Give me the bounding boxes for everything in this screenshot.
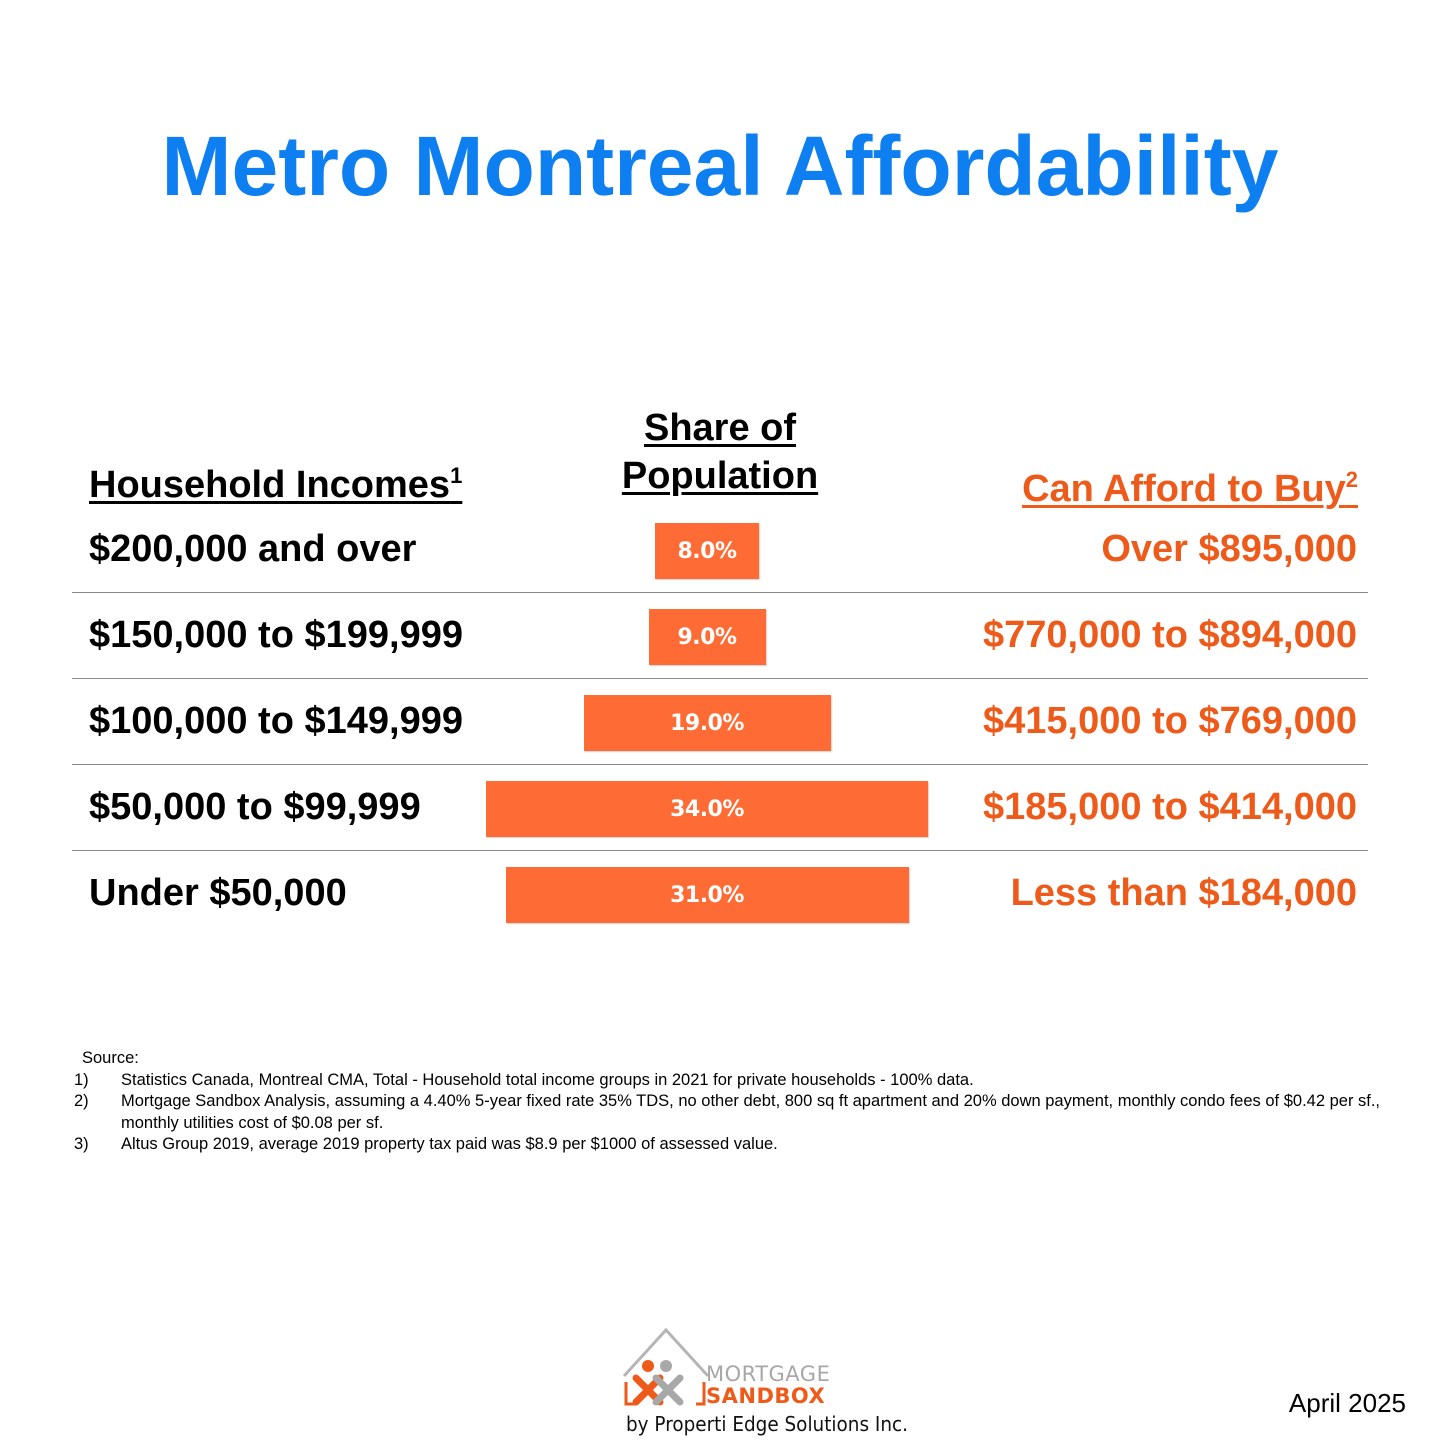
income-bracket-label: $100,000 to $149,999 <box>89 700 463 742</box>
affordable-price-range: $770,000 to $894,000 <box>983 614 1357 656</box>
income-bracket-label: $150,000 to $199,999 <box>89 614 463 656</box>
table-row: $150,000 to $199,999 9.0% $770,000 to $894… <box>72 593 1368 679</box>
logo-text-sandbox: SANDBOX <box>706 1384 826 1408</box>
table-row: $200,000 and over 8.0% Over $895,000 <box>72 507 1368 593</box>
affordability-table: $200,000 and over 8.0% Over $895,000 $150,0… <box>72 507 1368 936</box>
table-row: $50,000 to $99,999 34.0% $185,000 to $414,… <box>72 765 1368 851</box>
population-share-bar: 34.0% <box>486 781 928 837</box>
population-share-bar: 9.0% <box>648 609 766 665</box>
table-row: $100,000 to $149,999 19.0% $415,000 to $76… <box>72 679 1368 765</box>
affordable-price-range: Over $895,000 <box>1101 528 1357 570</box>
header-share-of-population: Share of Population <box>621 407 819 497</box>
population-share-bar: 31.0% <box>505 867 909 923</box>
footnote-ref-1: 1 <box>450 463 463 488</box>
publication-date: April 2025 <box>1288 1388 1406 1418</box>
population-share-bar: 19.0% <box>583 695 831 751</box>
bar-value-label: 34.0% <box>670 796 744 822</box>
bar-value-label: 8.0% <box>677 538 737 564</box>
logo-byline: by Properti Edge Solutions Inc. <box>626 1412 908 1436</box>
page-title: Metro Montreal Affordability <box>161 119 1279 213</box>
income-bracket-label: $200,000 and over <box>89 528 417 570</box>
table-row: Under $50,000 31.0% Less than $184,000 <box>72 851 1368 936</box>
header-household-incomes: Household Incomes1 <box>89 463 463 506</box>
source-note: 3) Altus Group 2019, average 2019 propert… <box>74 1135 778 1153</box>
affordable-price-range: Less than $184,000 <box>1010 872 1357 914</box>
bar-value-label: 31.0% <box>670 882 744 908</box>
affordable-price-range: $185,000 to $414,000 <box>983 786 1357 828</box>
house-people-icon <box>622 1327 710 1406</box>
source-note: 2) Mortgage Sandbox Analysis, assuming a … <box>74 1092 1381 1132</box>
source-notes: Source: 1) Statistics Canada, Montreal CM… <box>74 1048 1404 1156</box>
source-title: Source: <box>82 1049 139 1067</box>
income-bracket-label: Under $50,000 <box>89 872 347 914</box>
footnote-ref-2: 2 <box>1345 467 1358 492</box>
logo-text-mortgage: MORTGAGE <box>706 1362 831 1386</box>
source-note: 1) Statistics Canada, Montreal CMA, Total… <box>74 1070 974 1089</box>
population-share-bar: 8.0% <box>655 523 759 579</box>
income-bracket-label: $50,000 to $99,999 <box>89 786 421 828</box>
affordable-price-range: $415,000 to $769,000 <box>983 700 1357 742</box>
mortgage-sandbox-logo: MORTGAGE SANDBOX by Properti Edge Soluti… <box>618 1326 928 1438</box>
bar-value-label: 19.0% <box>670 710 744 736</box>
bar-value-label: 9.0% <box>677 624 737 650</box>
header-can-afford-to-buy: Can Afford to Buy2 <box>1022 467 1358 510</box>
